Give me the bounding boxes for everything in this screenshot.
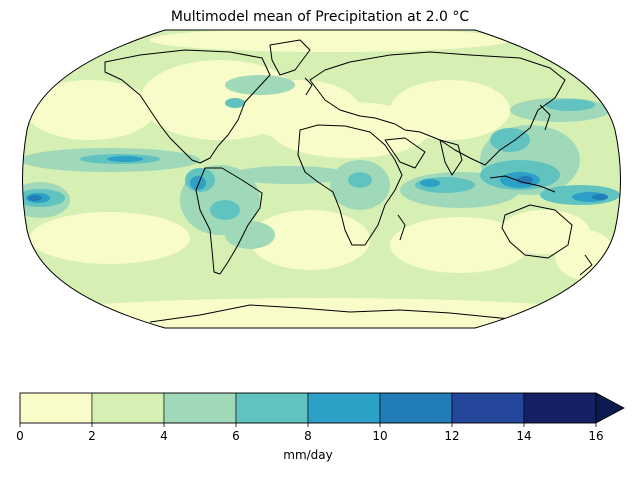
coastline-eurasia bbox=[309, 51, 566, 166]
heavy-zone-central-america bbox=[190, 176, 206, 190]
precipitation-field bbox=[22, 30, 621, 328]
coastline-australia bbox=[501, 204, 573, 259]
colorbar-swatch bbox=[451, 392, 525, 424]
coastline-north-america bbox=[104, 49, 271, 164]
coastline-antarctica bbox=[149, 304, 546, 323]
colorbar-swatch bbox=[235, 392, 309, 424]
wet-zone-congo bbox=[348, 172, 372, 188]
colorbar-swatch bbox=[163, 392, 237, 424]
wet-zone-south-china-sea bbox=[490, 128, 530, 152]
precipitation-map bbox=[22, 29, 621, 329]
coastline-greenland bbox=[269, 39, 311, 76]
heavy-zone-pacific-itcz bbox=[107, 156, 143, 162]
colorbar bbox=[19, 392, 625, 427]
dry-zone-north-pacific bbox=[25, 80, 155, 140]
globe-outline bbox=[22, 29, 621, 329]
very-heavy-zone-east-pacific-edge bbox=[28, 195, 42, 201]
colorbar-tick-label: 2 bbox=[88, 429, 96, 443]
colorbar-extend-arrow bbox=[595, 392, 625, 424]
dry-zone-sahara bbox=[270, 102, 430, 158]
colorbar-swatch bbox=[523, 392, 597, 424]
coastlines bbox=[104, 39, 593, 323]
dry-zone-arctic bbox=[150, 30, 510, 52]
colorbar-swatch bbox=[379, 392, 453, 424]
colorbar-tick-label: 14 bbox=[516, 429, 531, 443]
colorbar-tick-label: 10 bbox=[372, 429, 387, 443]
very-heavy-zone-west-pacific bbox=[592, 194, 608, 200]
colorbar-ticks: 0 2 4 6 8 10 12 14 16 bbox=[16, 429, 603, 443]
colorbar-outline bbox=[19, 392, 597, 424]
dry-zone-south-atlantic bbox=[250, 210, 370, 270]
very-heavy-rain-zones bbox=[28, 176, 608, 201]
colorbar-tick-label: 16 bbox=[588, 429, 603, 443]
dry-zone-antarctica bbox=[30, 298, 610, 328]
colorbar-swatch bbox=[19, 392, 93, 424]
coastline-arabia bbox=[384, 137, 426, 169]
coastline-japan bbox=[539, 104, 551, 131]
heavy-zone-bay-of-bengal bbox=[420, 179, 440, 187]
wet-zone-north-atlantic bbox=[225, 98, 245, 108]
colorbar-swatch bbox=[307, 392, 381, 424]
coastline-africa bbox=[297, 124, 403, 246]
dry-zone-arabia-asia bbox=[390, 80, 510, 140]
colorbar-label: mm/day bbox=[283, 448, 333, 462]
coastline-new-zealand bbox=[579, 254, 593, 276]
colorbar-swatch bbox=[91, 392, 165, 424]
coastline-south-america bbox=[195, 167, 263, 275]
coastline-indonesia bbox=[489, 175, 556, 193]
rain-zone-gulf-stream bbox=[225, 75, 295, 95]
colorbar-tick-label: 6 bbox=[232, 429, 240, 443]
map-title: Multimodel mean of Precipitation at 2.0 … bbox=[171, 9, 470, 25]
rain-band-atlantic-itcz bbox=[230, 166, 350, 184]
colorbar-tick-label: 0 bbox=[16, 429, 24, 443]
coastline-india bbox=[439, 139, 463, 176]
wet-zone-amazon bbox=[210, 200, 240, 220]
wet-zone-north-pacific bbox=[545, 99, 595, 111]
rain-zone-south-atlantic-czc bbox=[225, 221, 275, 249]
colorbar-tick-label: 8 bbox=[304, 429, 312, 443]
colorbar-tick-label: 12 bbox=[444, 429, 459, 443]
coastline-madagascar bbox=[397, 214, 406, 241]
colorbar-tick-label: 4 bbox=[160, 429, 168, 443]
coastline-uk bbox=[304, 77, 313, 96]
dry-zone-east-pacific bbox=[30, 212, 190, 264]
dry-zone-south-indian bbox=[390, 217, 530, 273]
